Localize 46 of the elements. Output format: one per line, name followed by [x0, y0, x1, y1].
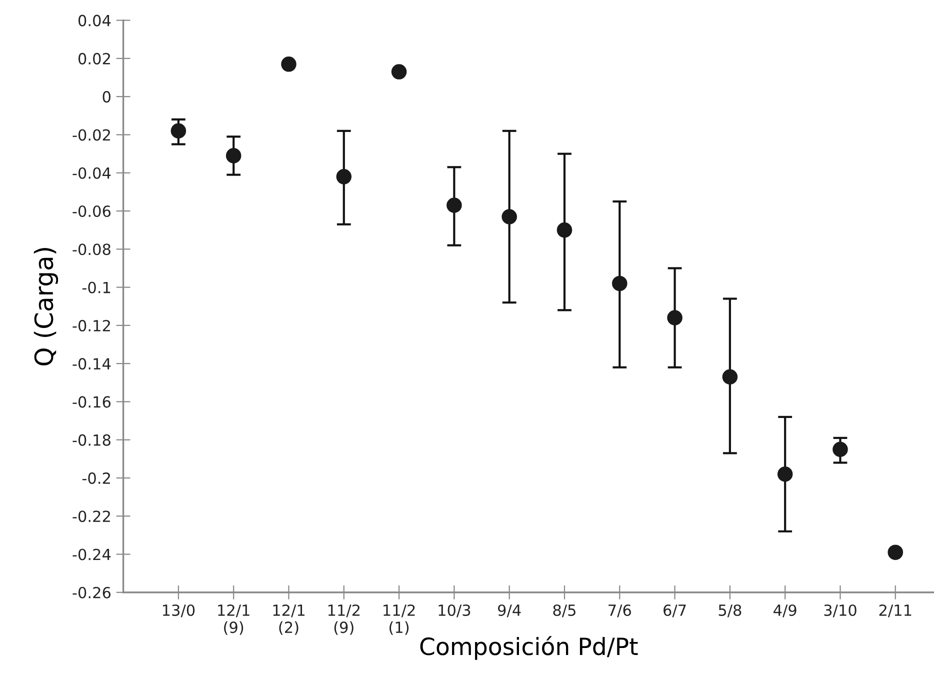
x-tick-label: 5/8 — [718, 604, 742, 618]
y-tick-label: -0.2 — [82, 472, 110, 484]
y-tick-label: -0.08 — [72, 244, 110, 256]
y-tick-label: -0.12 — [72, 320, 110, 332]
point — [832, 442, 848, 457]
point — [667, 310, 682, 326]
point — [502, 209, 517, 224]
y-tick-label: 0.02 — [78, 52, 110, 64]
x-tick-label: 13/0 — [162, 604, 195, 618]
y-tick-label: -0.16 — [72, 396, 111, 408]
y-tick-label: -0.18 — [72, 434, 110, 446]
x-tick-label: 10/3 — [438, 604, 470, 618]
y-tick-label: -0.22 — [72, 510, 110, 522]
x-tick-label: 3/10 — [824, 604, 856, 618]
x-tick-label: 8/5 — [553, 604, 576, 618]
point — [722, 369, 738, 385]
point — [888, 544, 904, 560]
y-tick-label: -0.04 — [72, 167, 111, 179]
y-tick-label: 0 — [102, 91, 110, 103]
x-tick-label: 4/9 — [774, 604, 796, 618]
point — [226, 148, 242, 164]
point — [556, 222, 572, 238]
x-axis-title: Composición Pd/Pt — [420, 636, 638, 660]
x-tick-label: 2/11 — [879, 604, 912, 618]
point — [336, 169, 352, 184]
point — [391, 64, 407, 80]
x-tick-label: 6/7 — [664, 604, 686, 618]
y-tick-label: -0.1 — [82, 282, 110, 294]
x-tick-label: 9/4 — [498, 604, 521, 618]
x-tick-label: 11/2 (1) — [384, 604, 415, 635]
y-tick-label: -0.26 — [72, 586, 111, 598]
y-tick-label: -0.06 — [72, 205, 111, 218]
y-tick-label: -0.14 — [72, 358, 111, 370]
point — [777, 466, 793, 482]
x-tick-label: 11/2 (9) — [328, 604, 360, 635]
x-tick-label: 12/1 (9) — [218, 604, 250, 635]
y-axis-title: Q (Carga) — [34, 248, 58, 366]
y-tick-label: -0.24 — [72, 548, 111, 560]
point — [446, 198, 462, 213]
point — [170, 123, 186, 139]
y-tick-label: -0.02 — [72, 129, 110, 141]
point — [612, 276, 628, 292]
point — [281, 56, 296, 72]
x-tick-label: 12/1 (2) — [273, 604, 304, 635]
x-tick-label: 7/6 — [608, 604, 631, 618]
y-tick-label: 0.04 — [78, 14, 111, 26]
